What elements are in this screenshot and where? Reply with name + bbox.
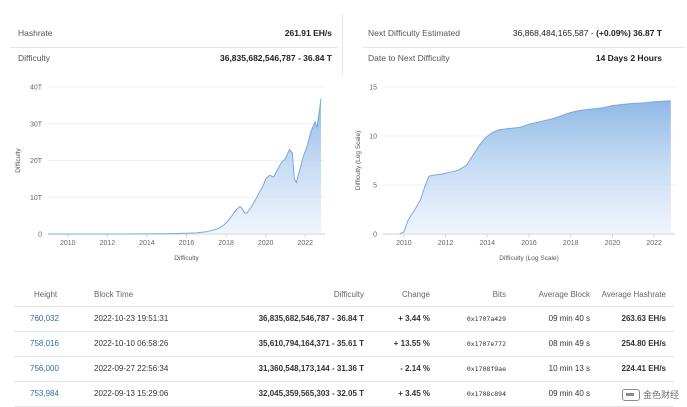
block-time: 2022-09-27 22:56:34 (66, 356, 196, 382)
y-tick-label: 30T (30, 121, 43, 128)
next-difficulty-row: Next Difficulty Estimated 36,868,484,165… (353, 20, 687, 48)
block-height-link[interactable]: 756,000 (30, 364, 59, 373)
average-hashrate: 263.63 EH/s (590, 306, 674, 332)
difficulty-change: - 2.14 % (364, 356, 436, 382)
col-bits: Bits (436, 284, 506, 307)
block-bits: 0x1708c894 (436, 381, 506, 407)
y-tick-label: 5 (373, 183, 377, 190)
difficulty-change: + 13.55 % (364, 331, 436, 357)
x-axis-title: Difficulty (Log Scale) (499, 255, 559, 262)
difficulty-label: Difficulty (18, 53, 50, 63)
x-axis-title: Difficulty (174, 255, 199, 262)
difficulty-series-line (399, 100, 671, 235)
hashrate-value: 261.91 EH/s (284, 28, 332, 38)
table-row: 758,016 2022-10-10 06:58:26 35,610,794,1… (14, 331, 674, 357)
x-tick-label: 2010 (60, 240, 76, 247)
x-tick-label: 2014 (479, 240, 495, 247)
x-tick-label: 2016 (521, 240, 537, 247)
hashrate-row: Hashrate 261.91 EH/s (0, 20, 340, 48)
x-tick-label: 2010 (396, 240, 412, 247)
table-row: 756,000 2022-09-27 22:56:34 31,360,548,1… (14, 356, 674, 382)
stats-divider (342, 14, 343, 76)
difficulty-adjustments-table: Height Block Time Difficulty Change Bits… (14, 284, 674, 407)
y-tick-label: 15 (369, 85, 377, 92)
x-tick-label: 2018 (563, 240, 579, 247)
col-height: Height (14, 284, 66, 307)
difficulty-chart[interactable]: 0 10T 20T 30T 40T 2010 2012 2014 2016 2018 2020 202… (0, 78, 340, 268)
col-average-block: Average Block (506, 284, 590, 307)
x-tick-label: 2016 (179, 240, 195, 247)
average-block-time: 10 min 13 s (506, 356, 590, 382)
block-bits: 0x1708f9ae (436, 356, 506, 382)
average-hashrate: 254.80 EH/s (590, 331, 674, 357)
difficulty-series-line (48, 98, 322, 235)
watermark-text: 金色财经 (642, 390, 679, 400)
block-time: 2022-10-10 06:58:26 (66, 331, 196, 357)
difficulty-value: 36,835,682,546,787 - 36.84 T (219, 53, 332, 63)
col-average-hashrate: Average Hashrate (590, 284, 674, 307)
difficulty-change: + 3.44 % (364, 306, 436, 332)
block-difficulty: 35,610,794,164,371 - 35.61 T (196, 331, 364, 357)
x-tick-label: 2012 (438, 240, 454, 247)
col-change: Change (364, 284, 436, 307)
hashrate-label: Hashrate (18, 28, 53, 38)
block-bits: 0x1707a429 (436, 306, 506, 332)
y-tick-label: 20T (30, 158, 43, 165)
x-tick-label: 2014 (139, 240, 155, 247)
next-date-row: Date to Next Difficulty 14 Days 2 Hours (353, 45, 687, 71)
next-difficulty-panel: Next Difficulty Estimated 36,868,484,165… (353, 0, 687, 73)
next-date-label: Date to Next Difficulty (368, 53, 450, 63)
x-tick-label: 2020 (258, 240, 274, 247)
table-header-row: Height Block Time Difficulty Change Bits… (14, 284, 674, 307)
x-tick-label: 2020 (605, 240, 621, 247)
y-tick-label: 10T (30, 195, 43, 202)
block-bits: 0x1707e772 (436, 331, 506, 357)
average-block-time: 08 min 49 s (506, 331, 590, 357)
table-row: 760,032 2022-10-23 19:51:31 36,835,682,5… (14, 306, 674, 332)
next-difficulty-value: 36,868,484,165,587 - (+0.09%) 36.87 T (512, 28, 662, 38)
difficulty-log-chart[interactable]: 0 5 10 15 2010 2012 2014 2016 2018 2020 2022 Diffic… (345, 78, 687, 268)
block-difficulty: 32,045,359,565,303 - 32.05 T (196, 381, 364, 407)
watermark: 金色财经 (621, 388, 679, 401)
block-difficulty: 31,360,548,173,144 - 31.36 T (196, 356, 364, 382)
chart-svg: 0 5 10 15 2010 2012 2014 2016 2018 2020 2022 Diffic… (355, 85, 675, 262)
chart-svg: 0 10T 20T 30T 40T 2010 2012 2014 2016 2018 2020 202… (15, 85, 325, 262)
x-tick-label: 2018 (218, 240, 234, 247)
y-axis-title: Difficulty (15, 148, 22, 173)
difficulty-area (399, 100, 671, 234)
x-tick-label: 2022 (297, 240, 313, 247)
y-tick-label: 0 (38, 232, 42, 239)
average-block-time: 09 min 40 s (506, 381, 590, 407)
y-axis-title: Difficulty (Log Scale) (355, 131, 362, 191)
x-tick-label: 2012 (100, 240, 116, 247)
network-stats-panel: Hashrate 261.91 EH/s Difficulty 36,835,6… (0, 0, 340, 73)
average-hashrate: 224.41 EH/s (590, 356, 674, 382)
col-block-time: Block Time (66, 284, 196, 307)
difficulty-change: + 3.45 % (364, 381, 436, 407)
average-block-time: 09 min 40 s (506, 306, 590, 332)
watermark-logo-icon (621, 388, 640, 401)
block-time: 2022-09-13 15:29:06 (66, 381, 196, 407)
difficulty-row: Difficulty 36,835,682,546,787 - 36.84 T (0, 45, 340, 71)
next-date-value: 14 Days 2 Hours (595, 53, 662, 63)
block-height-link[interactable]: 758,016 (30, 339, 59, 348)
block-height-link[interactable]: 760,032 (30, 314, 59, 323)
x-tick-label: 2022 (646, 240, 662, 247)
block-height-link[interactable]: 753,984 (30, 389, 59, 398)
difficulty-area (48, 98, 322, 234)
block-difficulty: 36,835,682,546,787 - 36.84 T (196, 306, 364, 332)
next-difficulty-label: Next Difficulty Estimated (368, 28, 460, 38)
y-tick-label: 0 (373, 232, 377, 239)
y-tick-label: 40T (30, 85, 43, 92)
y-tick-label: 10 (369, 134, 377, 141)
col-difficulty: Difficulty (196, 284, 364, 307)
block-time: 2022-10-23 19:51:31 (66, 306, 196, 332)
table-row: 753,984 2022-09-13 15:29:06 32,045,359,5… (14, 381, 674, 407)
